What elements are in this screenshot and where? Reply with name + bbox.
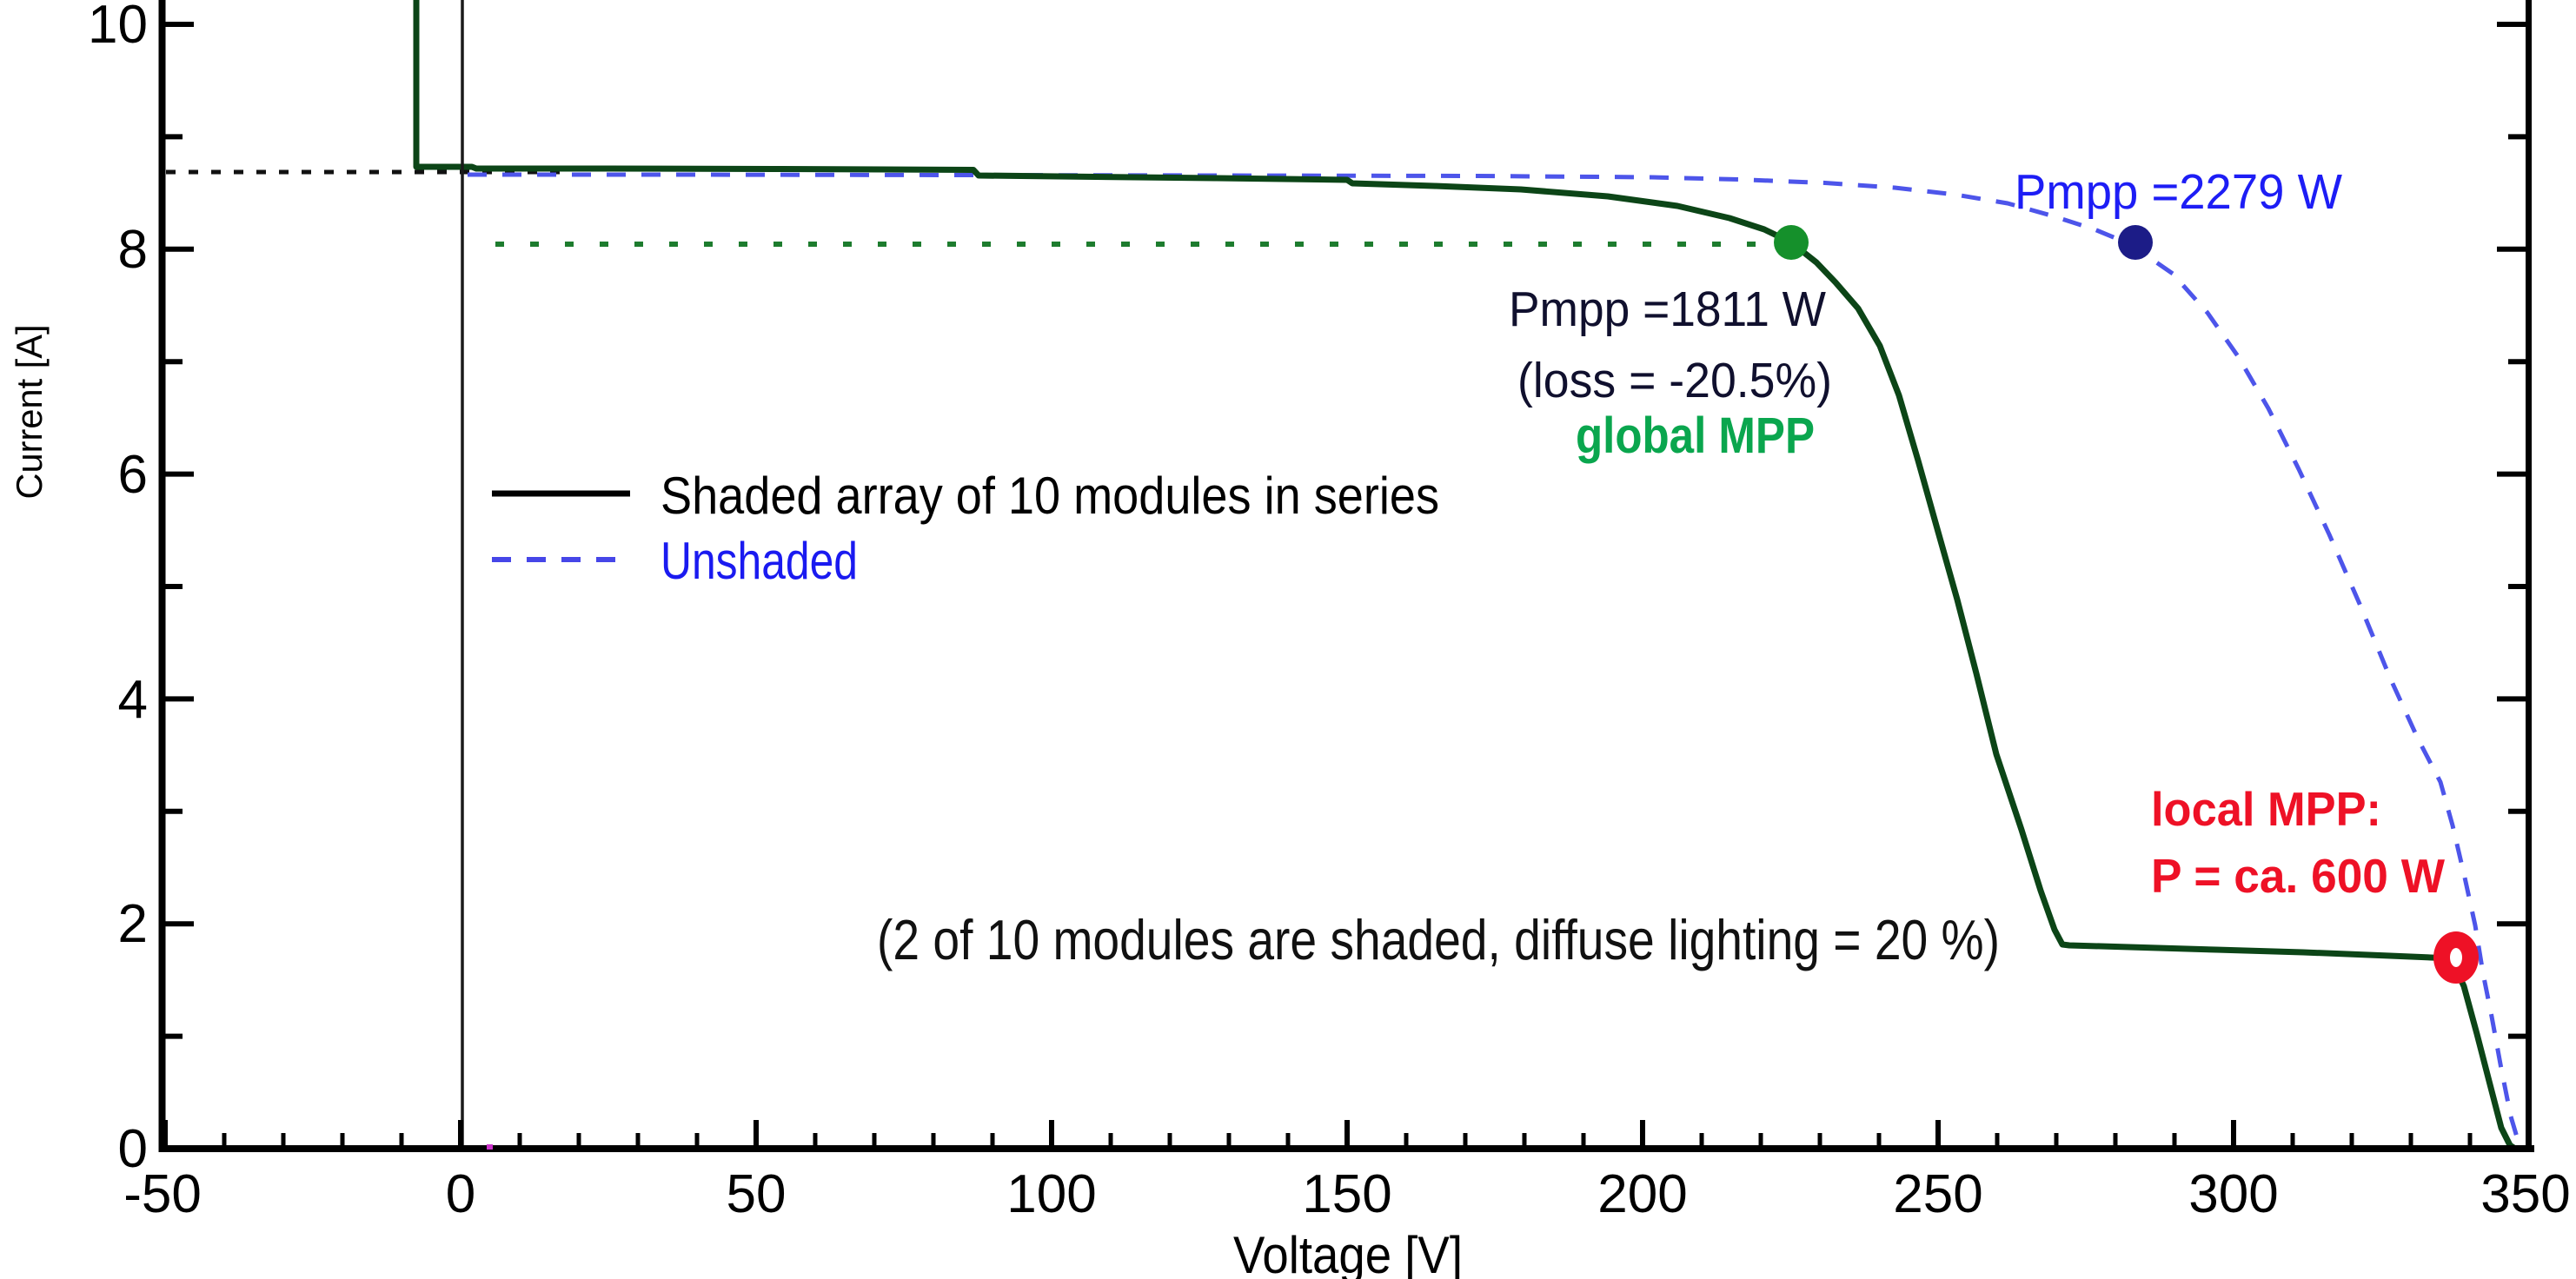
svg-text:200: 200 [1597,1164,1687,1224]
svg-text:4: 4 [118,670,148,730]
svg-text:(2 of 10 modules are shaded, d: (2 of 10 modules are shaded, diffuse lig… [877,908,2000,971]
svg-text:2: 2 [118,894,148,954]
svg-text:50: 50 [727,1164,787,1224]
svg-text:100: 100 [1006,1164,1096,1224]
svg-text:0: 0 [118,1119,148,1179]
svg-text:Unshaded: Unshaded [661,532,858,590]
svg-text:Shaded array of 10 modules in: Shaded array of 10 modules in series [661,467,1439,525]
svg-text:250: 250 [1893,1164,1982,1224]
svg-text:10: 10 [88,0,148,55]
svg-text:350: 350 [2480,1164,2570,1224]
svg-text:Current [A]: Current [A] [9,325,50,500]
svg-text:-50: -50 [123,1164,202,1224]
svg-text:150: 150 [1302,1164,1391,1224]
svg-text:6: 6 [118,445,148,505]
svg-text:Pmpp =1811 W: Pmpp =1811 W [1509,282,1826,337]
svg-text:8: 8 [118,220,148,280]
svg-text:P = ca. 600 W: P = ca. 600 W [2151,849,2445,903]
svg-text:(loss = -20.5%): (loss = -20.5%) [1517,353,1832,408]
svg-text:300: 300 [2188,1164,2278,1224]
svg-text:local MPP:: local MPP: [2151,782,2381,836]
svg-text:Voltage [V]: Voltage [V] [1233,1226,1463,1279]
svg-text:0: 0 [446,1164,475,1224]
svg-text:global MPP: global MPP [1576,408,1815,464]
svg-text:Pmpp =2279 W: Pmpp =2279 W [2015,164,2342,220]
